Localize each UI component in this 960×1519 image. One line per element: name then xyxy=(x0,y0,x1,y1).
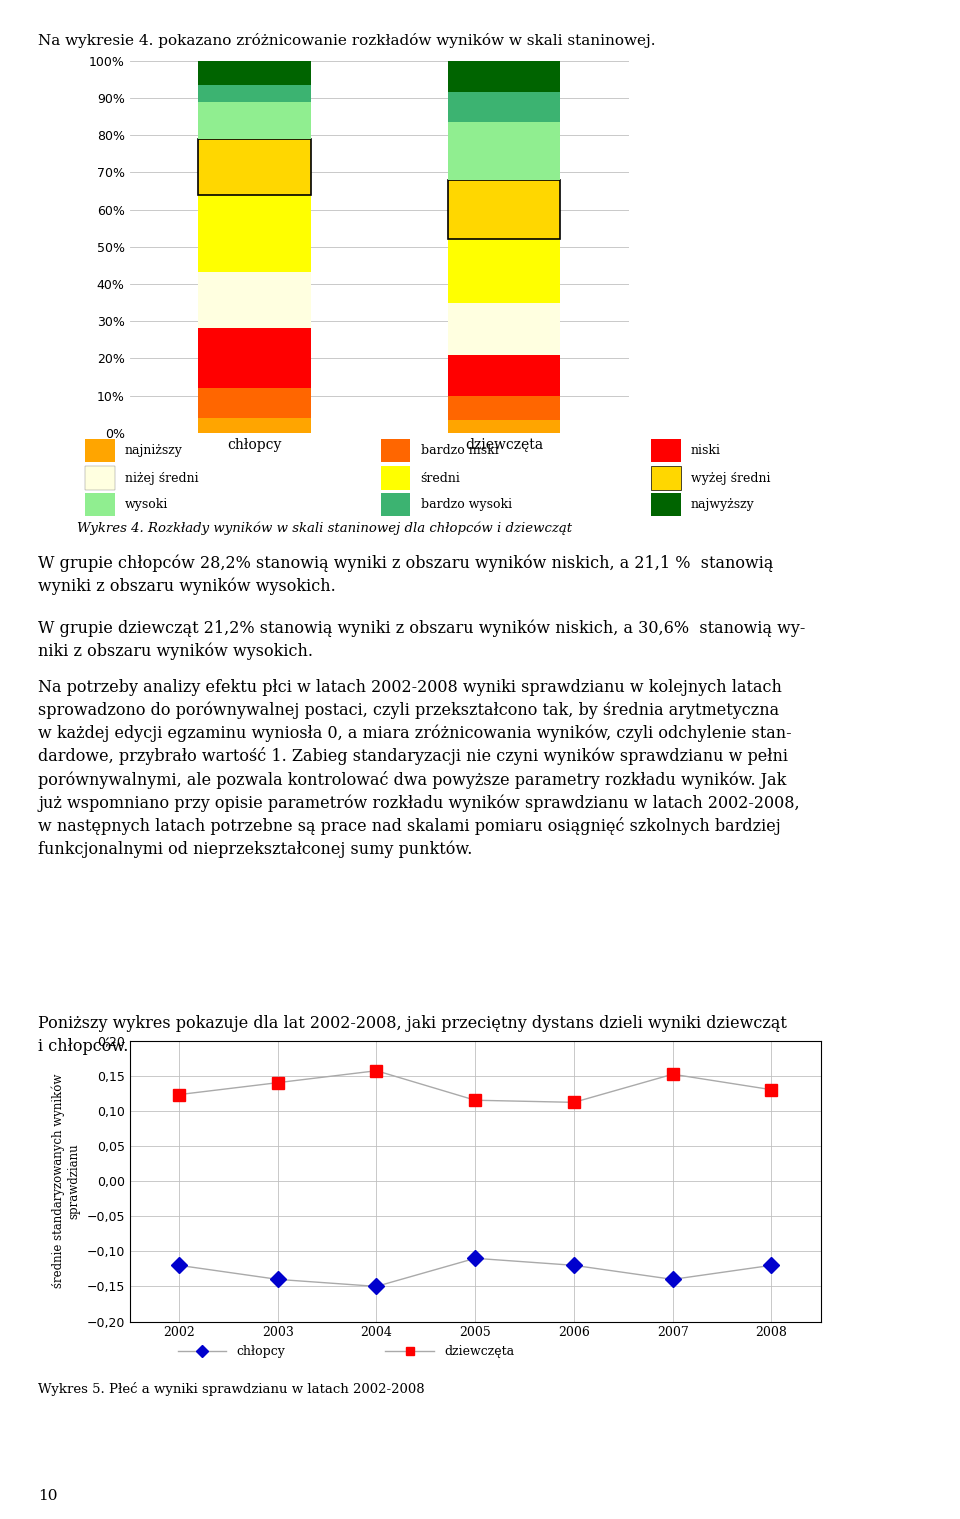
Text: W grupie dziewcząt 21,2% stanowią wyniki z obszaru wyników niskich, a 30,6%  sta: W grupie dziewcząt 21,2% stanowią wyniki… xyxy=(38,620,805,661)
Bar xyxy=(199,140,311,194)
Text: niżej średni: niżej średni xyxy=(125,471,199,485)
Bar xyxy=(199,387,311,418)
Text: Wykres 5. Płeć a wyniki sprawdzianu w latach 2002-2008: Wykres 5. Płeć a wyniki sprawdzianu w la… xyxy=(38,1382,425,1396)
Bar xyxy=(447,179,561,240)
Bar xyxy=(85,494,115,516)
Bar xyxy=(381,466,411,489)
Bar xyxy=(85,466,115,489)
Bar xyxy=(447,93,561,122)
Text: bardzo wysoki: bardzo wysoki xyxy=(420,498,512,512)
Text: niski: niski xyxy=(691,444,721,457)
Bar xyxy=(199,328,311,387)
Bar xyxy=(381,494,411,516)
Text: najwyższy: najwyższy xyxy=(691,498,755,512)
Bar xyxy=(199,85,311,102)
Bar xyxy=(447,302,561,355)
Bar xyxy=(651,466,681,489)
Text: Na wykresie 4. pokazano zróżnicowanie rozkładów wyników w skali staninowej.: Na wykresie 4. pokazano zróżnicowanie ro… xyxy=(38,33,656,49)
Bar xyxy=(447,240,561,302)
Bar xyxy=(85,439,115,462)
Bar xyxy=(199,272,311,328)
Bar xyxy=(199,61,311,85)
Bar xyxy=(447,122,561,179)
Bar xyxy=(447,179,561,240)
Bar xyxy=(447,419,561,433)
Text: wyżej średni: wyżej średni xyxy=(691,471,771,485)
Text: najniższy: najniższy xyxy=(125,444,182,457)
Bar xyxy=(651,439,681,462)
Text: dziewczęta: dziewczęta xyxy=(444,1344,515,1358)
Text: Wykres 4. Rozkłady wyników w skali staninowej dla chłopców i dziewcząt: Wykres 4. Rozkłady wyników w skali stani… xyxy=(77,521,572,535)
Bar xyxy=(199,140,311,194)
Bar xyxy=(447,61,561,93)
Bar xyxy=(199,418,311,433)
Text: bardzo niski: bardzo niski xyxy=(420,444,498,457)
Text: wysoki: wysoki xyxy=(125,498,168,512)
Bar xyxy=(199,194,311,272)
Y-axis label: średnie standaryzowanych wyników
sprawdzianu: średnie standaryzowanych wyników sprawdz… xyxy=(51,1074,81,1288)
Bar xyxy=(199,102,311,140)
Bar xyxy=(651,494,681,516)
Text: 10: 10 xyxy=(38,1489,58,1502)
Bar xyxy=(447,395,561,419)
Text: chłopcy: chłopcy xyxy=(237,1344,286,1358)
Text: średni: średni xyxy=(420,471,461,485)
Bar xyxy=(447,355,561,395)
Text: W grupie chłopców 28,2% stanowią wyniki z obszaru wyników niskich, a 21,1 %  sta: W grupie chłopców 28,2% stanowią wyniki … xyxy=(38,554,774,595)
Text: Na potrzeby analizy efektu płci w latach 2002-2008 wyniki sprawdzianu w kolejnyc: Na potrzeby analizy efektu płci w latach… xyxy=(38,679,800,858)
Bar xyxy=(381,439,411,462)
Text: Poniższy wykres pokazuje dla lat 2002-2008, jaki przeciętny dystans dzieli wynik: Poniższy wykres pokazuje dla lat 2002-20… xyxy=(38,1015,787,1054)
